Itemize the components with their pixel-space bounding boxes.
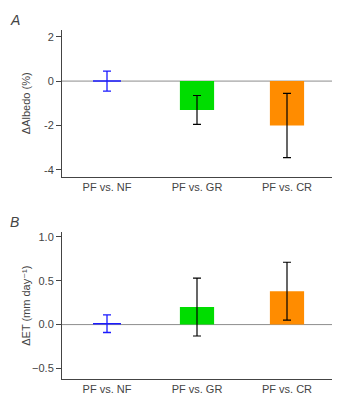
svg-text:PF vs. NF: PF vs. NF [83,383,132,395]
svg-text:PF vs. GR: PF vs. GR [172,181,223,193]
svg-text:PF vs. GR: PF vs. GR [172,383,223,395]
svg-text:-2: -2 [44,119,54,131]
svg-text:PF vs. CR: PF vs. CR [262,181,312,193]
svg-text:0.5: 0.5 [39,275,54,287]
svg-text:A: A [10,12,20,28]
svg-text:ΔAlbedo (%): ΔAlbedo (%) [20,72,32,134]
svg-text:−0.5: −0.5 [32,362,54,374]
svg-text:2: 2 [48,31,54,43]
svg-text:B: B [10,214,19,230]
svg-text:0.0: 0.0 [39,318,54,330]
svg-text:-4: -4 [44,164,54,176]
svg-text:1.0: 1.0 [39,231,54,243]
svg-text:0: 0 [48,75,54,87]
svg-text:PF vs. NF: PF vs. NF [83,181,132,193]
svg-text:ΔET (mm day⁻¹): ΔET (mm day⁻¹) [20,266,32,346]
svg-text:PF vs. CR: PF vs. CR [262,383,312,395]
